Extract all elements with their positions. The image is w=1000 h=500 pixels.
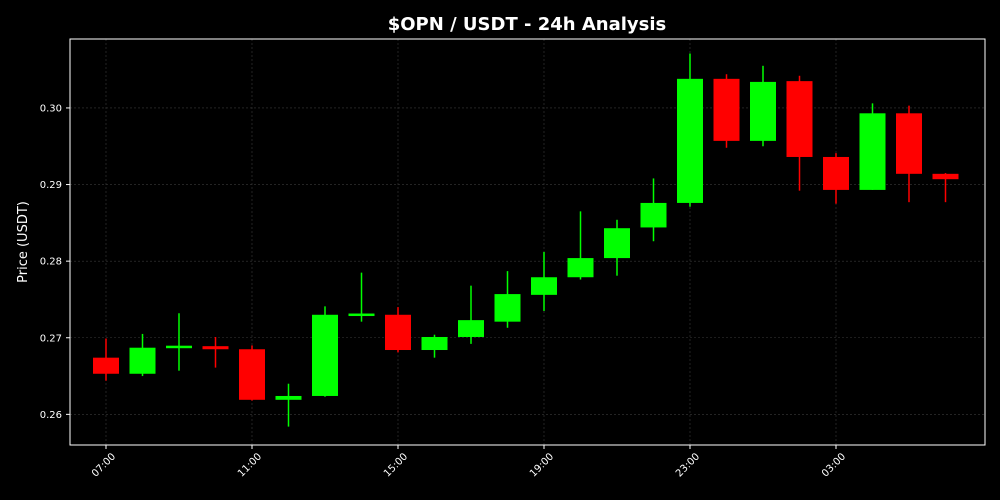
plot-area-frame bbox=[69, 38, 986, 446]
candle-body bbox=[421, 336, 448, 351]
x-tick-label: 23:00 bbox=[674, 451, 702, 479]
candle-body bbox=[713, 78, 740, 141]
candle-body bbox=[859, 113, 886, 190]
grid-layer bbox=[70, 39, 985, 445]
candle-up bbox=[604, 219, 630, 276]
candle-body bbox=[494, 294, 521, 322]
candle-up bbox=[129, 333, 156, 377]
candle-down bbox=[713, 74, 740, 148]
candle-body bbox=[202, 346, 229, 350]
y-tick-label: 0.27 bbox=[40, 333, 62, 344]
candle-body bbox=[166, 345, 192, 349]
candle-up bbox=[312, 306, 338, 397]
candle-body bbox=[932, 173, 959, 180]
chart-title: $OPN / USDT - 24h Analysis bbox=[388, 14, 667, 35]
candle-body bbox=[312, 314, 338, 396]
candle-body bbox=[348, 313, 375, 317]
x-tick-label: 15:00 bbox=[382, 451, 410, 479]
candle-up bbox=[348, 272, 375, 322]
x-tick-label: 11:00 bbox=[236, 451, 264, 479]
candle-body bbox=[896, 113, 922, 174]
candle-body bbox=[458, 320, 484, 337]
candle-up bbox=[531, 251, 557, 311]
candle-up bbox=[859, 103, 886, 190]
y-tick-label: 0.28 bbox=[40, 257, 62, 268]
x-tick-label: 19:00 bbox=[528, 451, 556, 479]
candle-down bbox=[239, 345, 265, 401]
candle-body bbox=[93, 357, 119, 374]
x-tick-label: 07:00 bbox=[90, 451, 118, 479]
axis-layer: 0.26 0.27 0.28 0.29 0.30 07:00 11:00 15:00 19:00… bbox=[40, 103, 848, 479]
candle-body bbox=[640, 202, 667, 228]
candle-down bbox=[385, 307, 411, 353]
candle-body bbox=[531, 277, 557, 295]
candle-down bbox=[823, 153, 849, 204]
y-tick-label: 0.29 bbox=[40, 180, 62, 191]
candle-down bbox=[93, 338, 119, 381]
y-tick-label: 0.26 bbox=[40, 410, 62, 421]
candle-up bbox=[677, 53, 703, 207]
candle-body bbox=[750, 81, 776, 141]
candle-up bbox=[275, 383, 302, 427]
candle-body bbox=[786, 81, 813, 157]
candle-up bbox=[640, 178, 667, 242]
y-axis-label: Price (USDT) bbox=[16, 201, 31, 283]
candle-down bbox=[896, 105, 922, 203]
y-tick-label: 0.30 bbox=[40, 103, 62, 114]
candle-body bbox=[567, 258, 594, 278]
candle-up bbox=[567, 211, 594, 280]
candle-up bbox=[166, 313, 192, 371]
candle-body bbox=[604, 228, 630, 259]
candle-up bbox=[750, 65, 776, 147]
candle-down bbox=[202, 336, 229, 368]
candle-down bbox=[786, 75, 813, 191]
candle-down bbox=[932, 173, 959, 203]
candle-body bbox=[129, 347, 156, 374]
candle-layer bbox=[93, 53, 959, 427]
candle-body bbox=[275, 395, 302, 400]
candle-body bbox=[823, 156, 849, 190]
candle-up bbox=[421, 334, 448, 358]
candle-up bbox=[458, 285, 484, 344]
candle-body bbox=[677, 78, 703, 203]
candle-up bbox=[494, 271, 521, 328]
candle-body bbox=[385, 314, 411, 351]
x-tick-label: 03:00 bbox=[820, 451, 848, 479]
candle-body bbox=[239, 349, 265, 400]
